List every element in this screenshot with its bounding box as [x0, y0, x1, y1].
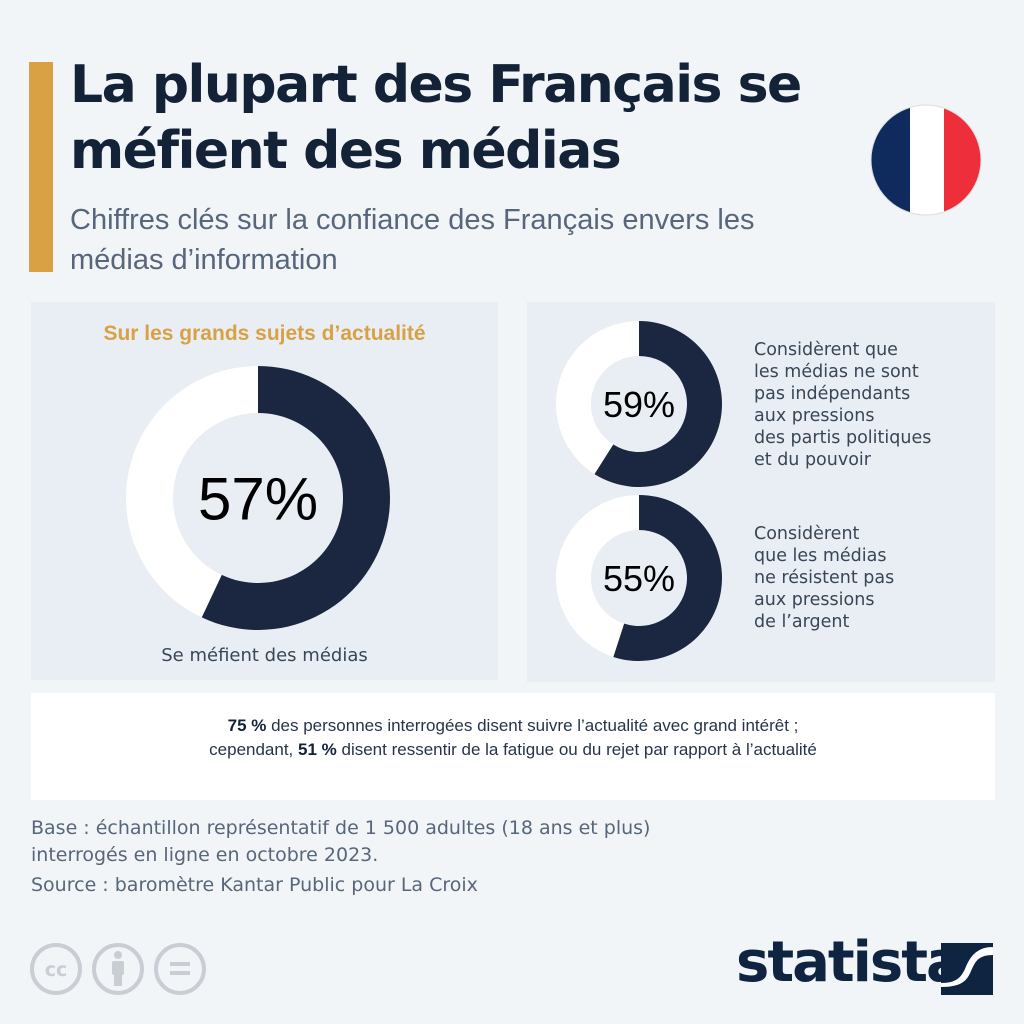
panel-title: Sur les grands sujets d’actualité	[103, 322, 426, 345]
donut-caption: Se méfient des médias	[161, 645, 368, 666]
stat-description-money: Considèrent que les médias ne résistent …	[754, 524, 895, 632]
secondary-stats-panel: 59% Considèrent que les médias ne sont p…	[527, 302, 995, 682]
interest-percent: 75 %	[227, 716, 267, 735]
france-flag-icon	[870, 104, 982, 216]
stat-description-political: Considèrent que les médias ne sont pas i…	[754, 340, 932, 470]
key-facts-note: 75 % des personnes interrogées disent su…	[31, 693, 995, 800]
donut-segment-remaining	[125, 366, 258, 618]
main-stat-panel: Sur les grands sujets d’actualité 57% Se…	[31, 302, 498, 680]
donut-value-label: 59%	[603, 384, 675, 425]
donut-chart-distrust: 57%	[125, 366, 390, 630]
donut-segment-filled	[201, 366, 390, 630]
nd-no-derivatives-icon[interactable]	[154, 943, 206, 995]
donut-segment-remaining	[556, 321, 639, 475]
donut-segment-remaining	[556, 495, 639, 657]
note-text: cependant,	[209, 740, 299, 759]
donut-value-label: 57%	[198, 466, 318, 533]
donut-segment-filled	[594, 321, 722, 487]
base-line-1: Base : échantillon représentatif de 1 50…	[31, 817, 651, 839]
note-line-2: cependant, 51 % disent ressentir de la f…	[31, 740, 995, 760]
note-text: des personnes interrogées disent suivre …	[266, 716, 799, 735]
note-line-1: 75 % des personnes interrogées disent su…	[31, 716, 995, 736]
svg-text:cc: cc	[45, 959, 68, 981]
donut-value-label: 55%	[603, 558, 675, 599]
base-line-2: interrogés en ligne en octobre 2023.	[31, 844, 379, 866]
note-text: disent ressentir de la fatigue ou du rej…	[336, 740, 817, 759]
page-subtitle: Chiffres clés sur la confiance des Franç…	[70, 204, 755, 276]
license-icons: cc	[30, 943, 206, 995]
fatigue-percent: 51 %	[298, 740, 337, 759]
page-title: La plupart des Français se méfient des m…	[70, 55, 802, 181]
cc-icon[interactable]: cc	[30, 943, 82, 995]
statista-logo-icon[interactable]	[941, 943, 993, 995]
donut-chart-money-pressure: 55%	[556, 495, 722, 661]
by-attribution-icon[interactable]	[92, 943, 144, 995]
accent-bar	[29, 62, 53, 272]
statista-brand[interactable]: statista	[736, 930, 964, 995]
source-line: Source : baromètre Kantar Public pour La…	[31, 874, 478, 896]
source-notes: Base : échantillon représentatif de 1 50…	[31, 815, 931, 902]
donut-segment-filled	[613, 495, 722, 661]
donut-chart-political-independence: 59%	[556, 321, 722, 487]
